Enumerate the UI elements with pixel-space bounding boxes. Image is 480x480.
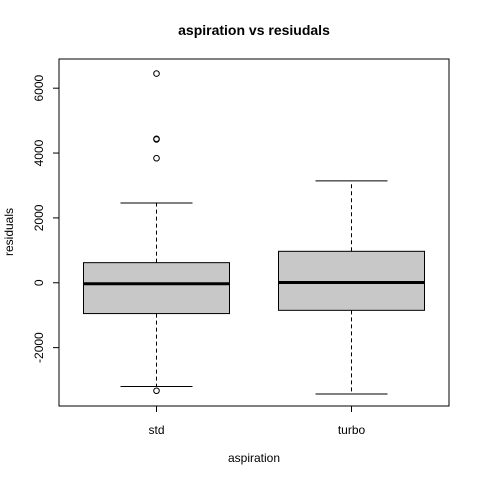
x-axis-label: aspiration: [228, 451, 280, 465]
outlier-point: [153, 387, 160, 395]
y-tick-label: -2000: [32, 332, 46, 363]
boxes-group: [83, 70, 425, 395]
x-axis: std turbo: [148, 405, 366, 437]
y-tick-label: 0: [32, 279, 46, 286]
iqr-box: [83, 262, 230, 315]
box-turbo: [278, 180, 425, 395]
iqr-box: [278, 250, 425, 311]
y-axis: -2000 0 2000 4000 6000: [32, 75, 60, 363]
y-axis-label: residuals: [2, 208, 16, 256]
outlier-point: [153, 70, 160, 77]
y-tick-label: 4000: [32, 139, 46, 166]
y-tick-label: 2000: [32, 204, 46, 231]
outlier-point: [153, 154, 160, 162]
x-tick-label: turbo: [338, 423, 366, 437]
outlier-point: [153, 135, 160, 143]
y-tick-label: 6000: [32, 75, 46, 102]
chart-title: aspiration vs resiudals: [178, 22, 330, 38]
box-std: [83, 70, 230, 395]
plot-frame: [58, 58, 450, 407]
x-tick-label: std: [148, 423, 164, 437]
